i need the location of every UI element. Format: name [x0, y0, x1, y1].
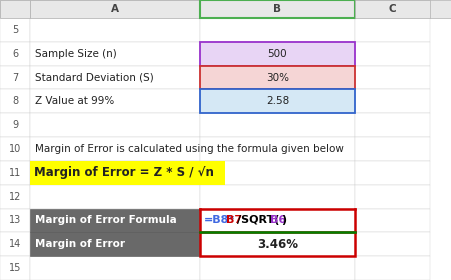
- Bar: [0, 209, 30, 232]
- Bar: [199, 42, 354, 66]
- Bar: [354, 0, 429, 18]
- Text: 7: 7: [12, 73, 18, 83]
- Bar: [354, 137, 429, 161]
- Bar: [0, 113, 30, 137]
- Bar: [30, 66, 199, 89]
- Bar: [199, 42, 354, 66]
- Text: Margin of Error = Z * S / √n: Margin of Error = Z * S / √n: [34, 166, 213, 179]
- Bar: [199, 89, 354, 113]
- Bar: [199, 232, 354, 256]
- Bar: [0, 18, 30, 42]
- Bar: [199, 232, 354, 256]
- Bar: [30, 42, 199, 66]
- Bar: [30, 113, 199, 137]
- Text: Z Value at 99%: Z Value at 99%: [35, 96, 114, 106]
- Text: Margin of Error is calculated using the formula given below: Margin of Error is calculated using the …: [35, 144, 343, 154]
- Bar: [30, 232, 199, 256]
- Bar: [199, 161, 354, 185]
- Bar: [199, 209, 354, 232]
- Text: B: B: [273, 4, 281, 14]
- Text: 500: 500: [267, 49, 287, 59]
- Bar: [354, 89, 429, 113]
- Bar: [30, 0, 199, 18]
- Bar: [0, 256, 30, 280]
- Bar: [30, 161, 225, 185]
- Text: 13: 13: [9, 215, 21, 225]
- Bar: [199, 113, 354, 137]
- Text: Sample Size (n): Sample Size (n): [35, 49, 116, 59]
- Bar: [30, 232, 199, 256]
- Bar: [354, 18, 429, 42]
- Bar: [0, 42, 30, 66]
- Bar: [199, 209, 354, 232]
- Bar: [354, 161, 429, 185]
- Text: 6: 6: [12, 49, 18, 59]
- Bar: [0, 232, 30, 256]
- Text: A: A: [111, 4, 119, 14]
- Text: B7: B7: [226, 215, 242, 225]
- Bar: [199, 66, 354, 89]
- Bar: [30, 209, 199, 232]
- Bar: [199, 66, 354, 89]
- Bar: [199, 137, 354, 161]
- Text: 2.58: 2.58: [265, 96, 289, 106]
- Text: 30%: 30%: [265, 73, 288, 83]
- Bar: [30, 89, 199, 113]
- Bar: [0, 89, 30, 113]
- Bar: [30, 256, 199, 280]
- Text: 3.46%: 3.46%: [257, 238, 297, 251]
- Bar: [354, 209, 429, 232]
- Text: /SQRT(: /SQRT(: [236, 215, 279, 225]
- Bar: [0, 185, 30, 209]
- Bar: [354, 113, 429, 137]
- Bar: [0, 0, 451, 18]
- Text: 15: 15: [9, 263, 21, 273]
- Bar: [354, 256, 429, 280]
- Text: 8: 8: [12, 96, 18, 106]
- Text: B6: B6: [269, 215, 285, 225]
- Text: 11: 11: [9, 168, 21, 178]
- Bar: [199, 89, 354, 113]
- Bar: [30, 137, 199, 161]
- Text: C: C: [388, 4, 396, 14]
- Bar: [0, 161, 30, 185]
- Bar: [0, 137, 30, 161]
- Text: ): ): [281, 215, 285, 225]
- Text: 14: 14: [9, 239, 21, 249]
- Text: Margin of Error: Margin of Error: [35, 239, 125, 249]
- Bar: [30, 161, 199, 185]
- Bar: [354, 66, 429, 89]
- Bar: [354, 185, 429, 209]
- Text: 12: 12: [9, 192, 21, 202]
- Bar: [354, 42, 429, 66]
- Bar: [0, 66, 30, 89]
- Text: 9: 9: [12, 120, 18, 130]
- Bar: [199, 0, 354, 18]
- Text: 5: 5: [12, 25, 18, 35]
- Bar: [30, 209, 199, 232]
- Bar: [0, 0, 30, 18]
- Text: Standard Deviation (S): Standard Deviation (S): [35, 73, 153, 83]
- Text: Margin of Error Formula: Margin of Error Formula: [35, 215, 176, 225]
- Bar: [354, 232, 429, 256]
- Bar: [30, 185, 199, 209]
- Bar: [30, 18, 199, 42]
- Bar: [199, 18, 354, 42]
- Text: 10: 10: [9, 144, 21, 154]
- Bar: [199, 256, 354, 280]
- Bar: [199, 185, 354, 209]
- Text: =B8*: =B8*: [203, 215, 235, 225]
